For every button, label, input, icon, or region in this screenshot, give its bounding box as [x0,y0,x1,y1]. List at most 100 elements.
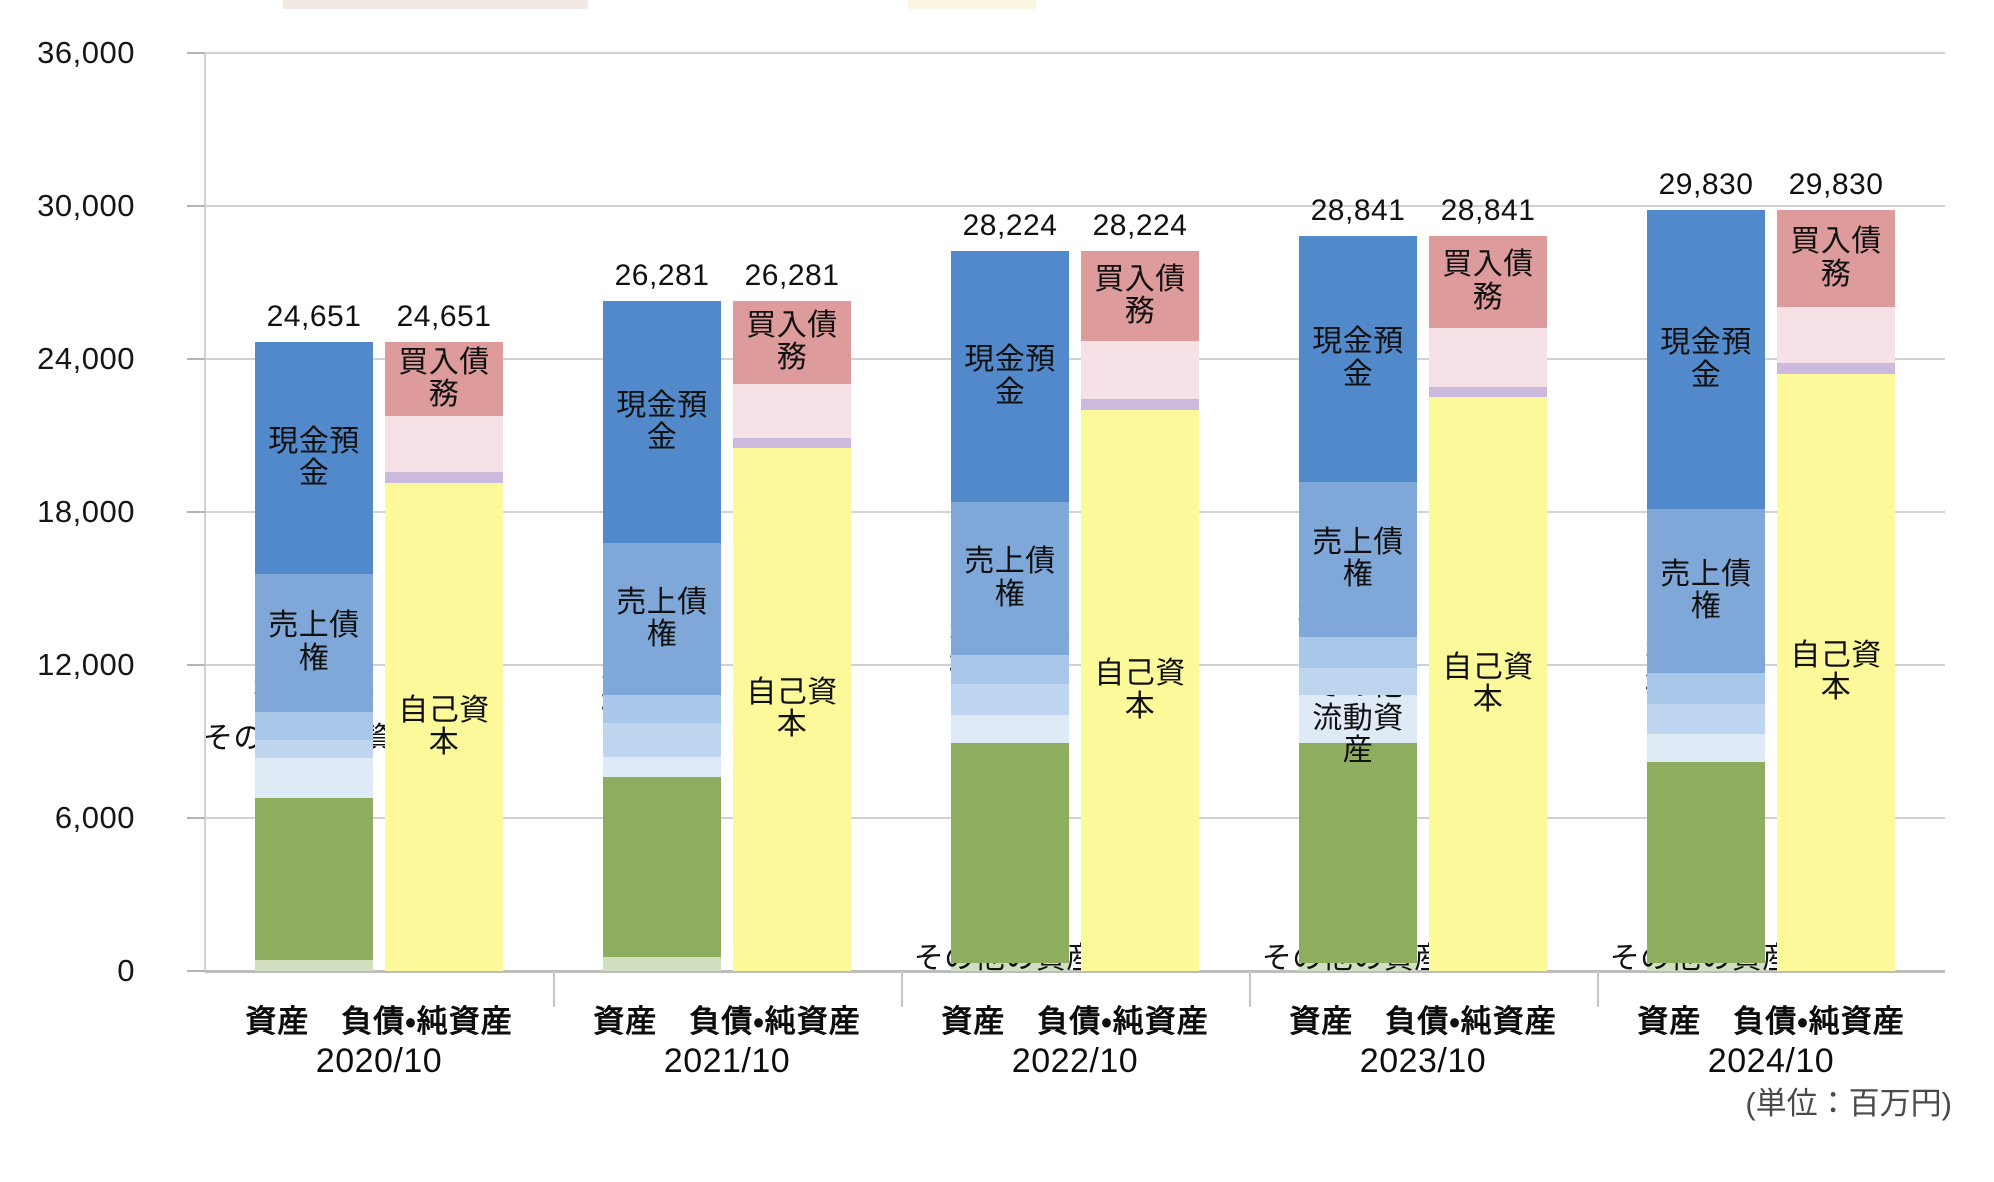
segment-有価証券[interactable]: 有価証券 [253,676,375,740]
segment-棚卸資産[interactable]: 棚卸資産 [949,649,1071,716]
segment-その他流動資産[interactable]: その他 流動資産 [203,722,425,799]
bar-liabilities-2021-10[interactable]: 自己資本 買入債務 26,281 [733,259,851,971]
segment-有形固定資産[interactable] [1647,762,1765,933]
segment-棚卸資産[interactable] [1299,667,1417,695]
plot-area: 0 6,000 12,000 18,000 24,000 30,000 36,000 その他 … [37,35,1945,1007]
segment-固定負債[interactable] [1081,399,1199,410]
segment-売上債権[interactable]: 売上債権 [255,574,373,712]
segment-自己資本[interactable]: 自己資本 [385,483,503,971]
segment-その他流動負債[interactable] [1429,327,1547,387]
x-axis-bar-kind-labels: 資産 負債・純資産 [941,1004,1209,1039]
segment-棚卸資産[interactable]: 棚卸資産 [601,688,723,758]
bar-group-2022-10: その他の資産投資 棚卸資産有価証券 売上債権 現金預金 28,224 自己資本 買入債務 28… [901,53,1249,1007]
segment-買入債務[interactable]: 買入債務 [733,300,851,384]
segment-有価証券[interactable]: 有価証券 [949,620,1071,685]
bar-assets-2020-10[interactable]: その他 流動資産有価証券売上債権 現金預金 24,651 [203,300,425,971]
segment-有形固定資産[interactable] [603,777,721,957]
bar-total-label: 24,651 [396,300,492,334]
segment-売上債権[interactable]: 売上債権 [603,543,721,696]
top-artifact-strip-right [908,0,1036,9]
segment-固定負債[interactable] [385,471,503,484]
segment-その他流動資産[interactable] [603,757,721,778]
bar-liabilities-2020-10[interactable]: 自己資本 買入債務 24,651 [385,300,503,971]
gridline-12000 [205,664,1945,666]
y-tick-mark-6000 [187,817,205,819]
segment-買入債務[interactable]: 買入債務 [1429,235,1547,328]
segment-その他の資産[interactable]: その他の資産 [914,942,1097,975]
bar-total-label: 28,841 [1310,193,1406,227]
bar-liabilities-2022-10[interactable]: 自己資本 買入債務 28,224 [1081,209,1199,971]
segment-自己資本[interactable]: 自己資本 [1081,410,1199,971]
segment-その他流動資産[interactable] [1647,734,1765,763]
segment-有価証券[interactable]: 有価証券 [601,660,723,724]
bar-assets-2024-10[interactable]: その他の資産投資 棚卸資産有価証券 売上債権 現金預金 29,830 [1610,168,1793,975]
segment-その他の資産[interactable]: その他の資産 [1610,942,1793,975]
bar-total-label: 24,651 [266,300,362,334]
segment-その他流動負債[interactable] [733,383,851,438]
bar-total-label: 26,281 [614,258,710,292]
bar-total-label: 28,841 [1440,193,1536,227]
segment-買入債務[interactable]: 買入債務 [385,342,503,417]
segment-現金預金[interactable]: 現金預金 [1299,235,1417,482]
y-tick-mark-0 [187,970,205,972]
segment-投資[interactable]: 投資 [1299,899,1417,964]
segment-label: 自己資本 [398,693,490,760]
segment-買入債務[interactable]: 買入債務 [1081,251,1199,341]
segment-買入債務[interactable]: 買入債務 [1777,210,1895,308]
gridline-18000 [205,511,1945,513]
segment-投資[interactable]: 投資 [951,899,1069,964]
x-axis-bar-kind-labels: 資産 負債・純資産 [1637,1004,1905,1039]
segment-有形固定資産[interactable] [1299,743,1417,935]
bar-assets-2021-10[interactable]: 棚卸資産有価証券 売上債権 現金預金 26,281 [601,259,723,971]
segment-売上債権[interactable]: 売上債権 [1299,481,1417,638]
x-axis-bar-kind-labels: 資産 負債・純資産 [245,1004,513,1039]
segment-有価証券[interactable]: 有価証券 [1645,638,1767,704]
segment-現金預金[interactable]: 現金預金 [951,251,1069,503]
segment-投資[interactable]: 投資 [1647,897,1765,964]
x-axis-period-label: 2022/10 [1011,1042,1139,1080]
bar-assets-2023-10[interactable]: その他の資産投資 その他 流動資産有価証券 売上債権 現金預金 28,841 [1262,194,1445,975]
segment-その他の資産[interactable] [255,960,373,971]
segment-その他の資産[interactable]: その他の資産 [1262,942,1445,975]
segment-有形固定資産[interactable] [951,743,1069,935]
segment-有価証券[interactable]: 有価証券 [1297,602,1419,668]
segment-その他流動負債[interactable] [385,416,503,472]
segment-label: 売上債権 [1312,526,1404,592]
segment-現金預金[interactable]: 現金預金 [1647,210,1765,509]
segment-棚卸資産[interactable]: 棚卸資産 [1645,669,1767,735]
gridline-6000 [205,817,1945,819]
segment-売上債権[interactable]: 売上債権 [1647,508,1765,674]
top-artifact-strip-left [283,0,588,9]
bar-group-2020-10: その他 流動資産有価証券売上債権 現金預金 24,651 自己資本 買入債務 24,651 [203,53,553,971]
segment-その他流動負債[interactable] [1081,340,1199,400]
bar-total-label: 29,830 [1788,168,1884,202]
segment-現金預金[interactable]: 現金預金 [603,300,721,544]
segment-自己資本[interactable]: 自己資本 [1429,397,1547,971]
bar-liabilities-2024-10[interactable]: 自己資本 買入債務 29,830 [1777,168,1895,971]
segment-label: 売上債権 [268,609,360,675]
segment-売上債権[interactable]: 売上債権 [951,502,1069,656]
segment-その他流動資産[interactable]: その他 流動資産 [1299,670,1417,767]
category-separator [1597,971,1599,1007]
segment-label: 買入債務 [746,308,838,375]
bar-group-2024-10: その他の資産投資 棚卸資産有価証券 売上債権 現金預金 29,830 自己資本 買入債務 29… [1597,53,1945,1007]
segment-label: 売上債権 [1660,557,1752,623]
segment-自己資本[interactable]: 自己資本 [733,447,851,971]
gridline-30000 [205,205,1945,207]
segment-自己資本[interactable]: 自己資本 [1777,373,1895,971]
segment-現金預金[interactable]: 現金預金 [255,342,373,575]
segment-固定負債[interactable] [1777,363,1895,374]
segment-その他の資産[interactable] [603,956,721,971]
bar-assets-2022-10[interactable]: その他の資産投資 棚卸資産有価証券 売上債権 現金預金 28,224 [914,209,1097,975]
segment-その他流動資産[interactable] [951,715,1069,744]
bar-liabilities-2023-10[interactable]: 自己資本 買入債務 28,841 [1429,194,1547,971]
segment-その他流動負債[interactable] [1777,307,1895,364]
segment-棚卸資産[interactable] [255,739,373,758]
segment-有形固定資産[interactable] [255,798,373,961]
bar-total-label: 28,224 [962,209,1058,243]
x-axis-period-label: 2024/10 [1707,1042,1835,1080]
y-axis-tick-label: 0 [117,953,135,988]
segment-固定負債[interactable] [733,437,851,448]
segment-固定負債[interactable] [1429,386,1547,398]
